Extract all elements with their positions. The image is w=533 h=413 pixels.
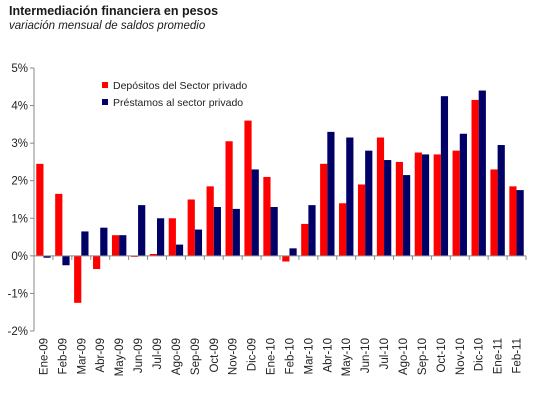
bar-depositos (93, 255, 101, 270)
bar-prestamos (251, 169, 259, 256)
bar-prestamos (459, 133, 467, 256)
bar-depositos (225, 141, 233, 256)
y-tick-label: -2% (8, 326, 28, 338)
bar-prestamos (43, 255, 51, 258)
x-tick-label: Dic-10 (474, 338, 486, 371)
x-tick-label: Nov-10 (455, 338, 467, 375)
bars-layer (36, 90, 524, 303)
bar-depositos (414, 152, 422, 256)
x-tick-label: Feb-10 (284, 338, 296, 374)
bar-prestamos (289, 248, 297, 256)
bar-prestamos (100, 227, 108, 256)
bar-depositos (74, 255, 82, 303)
bar-prestamos (440, 96, 449, 256)
bar-depositos (452, 150, 460, 256)
bar-depositos (206, 186, 214, 256)
y-tick-label: 5% (11, 63, 28, 75)
x-axis-ticks: Ene-09 Feb-09 Mar-09 Abr-09 May-09 Jun-09 Jul-… (38, 255, 527, 376)
x-tick-label: Abr-10 (322, 338, 334, 373)
y-tick-label: 4% (11, 101, 28, 113)
x-tick-label: Sep-09 (190, 338, 202, 375)
x-tick-label: Ene-11 (493, 338, 505, 374)
x-tick-label: May-09 (114, 338, 126, 376)
x-tick-label: Jun-09 (133, 338, 145, 373)
x-tick-label: Jul-10 (379, 338, 391, 369)
bar-prestamos (365, 150, 373, 256)
bar-depositos (395, 161, 403, 256)
bar-prestamos (213, 207, 221, 256)
bar-prestamos (497, 145, 505, 256)
x-tick-label: Jun-10 (360, 338, 372, 373)
bar-prestamos (157, 218, 165, 256)
bar-prestamos (232, 208, 240, 256)
y-tick-label: -1% (8, 288, 28, 300)
bar-prestamos (119, 235, 127, 256)
x-tick-label: Dic-09 (247, 338, 259, 371)
legend-swatch (102, 82, 108, 88)
bar-prestamos (516, 190, 524, 256)
bar-depositos (471, 99, 479, 256)
chart-title: Intermediación financiera en pesos (9, 4, 219, 18)
x-tick-label: Abr-09 (95, 338, 107, 373)
y-tick-label: 2% (11, 176, 28, 188)
y-tick-label: 0% (11, 251, 28, 263)
bar-prestamos (403, 175, 411, 256)
bar-prestamos (62, 255, 70, 266)
bar-depositos (339, 203, 347, 256)
bar-depositos (282, 255, 290, 262)
bar-depositos (490, 169, 498, 256)
bar-prestamos (421, 154, 430, 256)
bar-depositos (357, 184, 366, 256)
bar-depositos (55, 193, 63, 256)
legend-swatch (102, 99, 108, 105)
bar-depositos (320, 163, 328, 256)
bar-depositos (433, 154, 441, 256)
bar-prestamos (270, 207, 278, 256)
x-tick-label: May-10 (341, 338, 353, 376)
bar-prestamos (308, 205, 316, 256)
x-tick-label: Feb-09 (57, 338, 69, 374)
chart-subtitle: variación mensual de saldos promedio (9, 20, 206, 32)
bar-prestamos (81, 231, 89, 256)
x-tick-label: Jul-09 (152, 338, 164, 369)
bar-depositos (301, 223, 309, 256)
legend: Depósitos del Sector privado Préstamos al… (102, 80, 247, 109)
bar-prestamos (327, 131, 335, 256)
bar-depositos (149, 253, 157, 256)
bar-prestamos (138, 205, 146, 256)
y-tick-label: 3% (11, 138, 28, 150)
x-tick-label: Ene-09 (38, 338, 50, 375)
bar-prestamos (194, 229, 203, 256)
bar-prestamos (384, 160, 392, 256)
x-tick-label: Feb-11 (512, 338, 524, 374)
bar-depositos (244, 120, 252, 256)
bar-depositos (168, 218, 176, 256)
x-tick-label: Oct-10 (436, 338, 448, 373)
x-tick-label: Nov-09 (228, 338, 240, 375)
y-axis-ticks: 5% 4% 3% 2% 1% 0% -1% -2% (8, 63, 34, 338)
y-tick-label: 1% (11, 213, 28, 225)
bar-prestamos (478, 90, 486, 256)
bar-prestamos (346, 137, 354, 256)
x-tick-label: Sep-10 (417, 338, 429, 375)
bar-depositos (111, 235, 120, 256)
bar-depositos (509, 186, 517, 256)
x-tick-label: Ene-10 (266, 338, 278, 375)
x-tick-label: Mar-10 (303, 338, 315, 374)
x-tick-label: Ago-09 (171, 338, 183, 375)
legend-label: Préstamos al sector privado (113, 97, 243, 109)
bar-depositos (376, 137, 385, 256)
x-tick-label: Oct-09 (209, 338, 221, 373)
bar-prestamos (175, 244, 184, 256)
bar-depositos (36, 163, 44, 256)
x-tick-label: Mar-09 (76, 338, 88, 374)
bar-depositos (187, 199, 195, 256)
x-tick-label: Ago-10 (398, 338, 410, 375)
bar-depositos (263, 176, 271, 256)
legend-label: Depósitos del Sector privado (113, 80, 247, 92)
